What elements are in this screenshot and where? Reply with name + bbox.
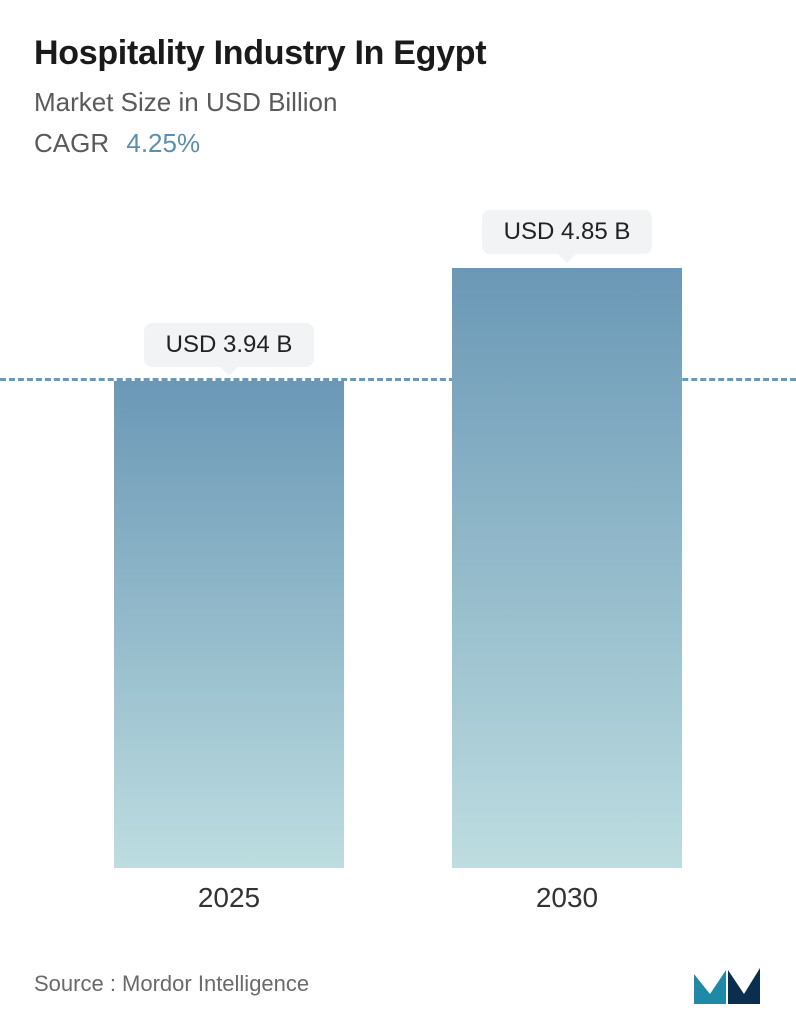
x-axis-label: 2030 [452, 882, 682, 914]
x-axis-label: 2025 [114, 882, 344, 914]
chart-area: USD 3.94 BUSD 4.85 B 2025 2030 [0, 220, 796, 914]
chart-subtitle: Market Size in USD Billion [34, 87, 762, 118]
bar-slot: USD 3.94 B [114, 323, 344, 868]
bar-slot: USD 4.85 B [452, 210, 682, 868]
bar-value-pill: USD 4.85 B [482, 210, 653, 254]
chart-title: Hospitality Industry In Egypt [34, 34, 762, 73]
cagr-value: 4.25% [126, 128, 200, 158]
source-text: Source : Mordor Intelligence [34, 971, 309, 997]
bars-container: USD 3.94 BUSD 4.85 B [0, 220, 796, 868]
cagr-label: CAGR [34, 128, 109, 158]
bar-value-pill: USD 3.94 B [144, 323, 315, 367]
chart-header: Hospitality Industry In Egypt Market Siz… [0, 0, 796, 159]
bar [114, 381, 344, 868]
brand-logo-icon [692, 962, 762, 1006]
bar [452, 268, 682, 868]
chart-footer: Source : Mordor Intelligence [34, 962, 762, 1006]
cagr-line: CAGR 4.25% [34, 128, 762, 159]
x-axis-labels: 2025 2030 [0, 882, 796, 914]
